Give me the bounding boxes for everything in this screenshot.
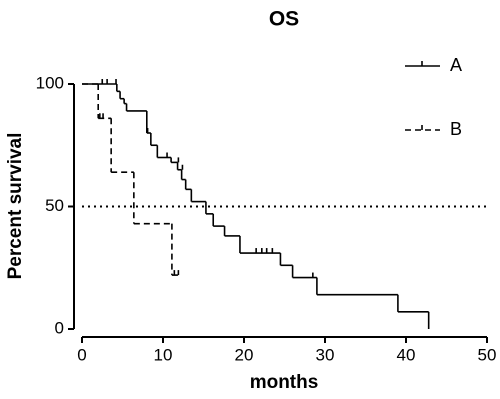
- legend-label: A: [450, 55, 462, 75]
- x-axis-label: months: [250, 372, 319, 393]
- x-tick-label: 30: [316, 345, 335, 364]
- y-axis-label: Percent survival: [5, 133, 26, 280]
- x-tick-label: 20: [235, 345, 254, 364]
- x-tick-label: 10: [154, 345, 173, 364]
- x-tick-label: 0: [77, 345, 86, 364]
- y-tick-label: 0: [55, 318, 64, 337]
- x-tick-label: 40: [397, 345, 416, 364]
- chart-title: OS: [269, 8, 299, 31]
- legend-label: B: [450, 119, 462, 139]
- y-tick-label: 100: [36, 73, 64, 92]
- x-tick-label: 50: [478, 345, 497, 364]
- y-tick-label: 50: [45, 196, 64, 215]
